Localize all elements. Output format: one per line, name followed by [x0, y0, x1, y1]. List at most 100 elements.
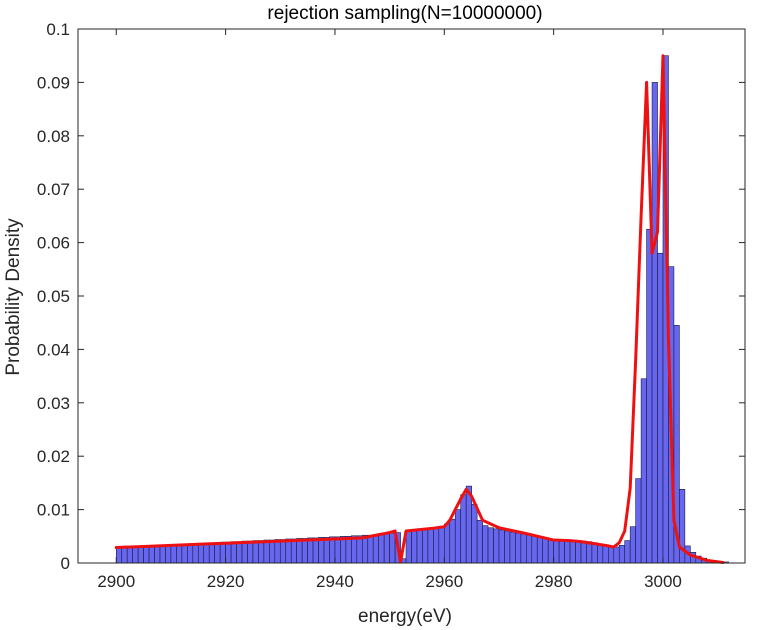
histogram-bar	[416, 529, 423, 564]
histogram-bar	[405, 530, 412, 564]
histogram-bar	[547, 538, 554, 564]
histogram-bar	[126, 546, 133, 564]
x-tick-label: 2980	[535, 572, 573, 591]
histogram-bar	[279, 539, 287, 564]
histogram-bar	[646, 228, 653, 564]
histogram-bar	[597, 543, 604, 564]
histogram-bar	[301, 538, 308, 564]
histogram-bar	[351, 535, 358, 564]
histogram-bar	[334, 536, 341, 564]
x-tick-label: 2900	[97, 572, 135, 591]
tick-labels: 2900 2920 2940 2960 2980 3000 0 0.01 0.02 0.03 0.0…	[37, 20, 682, 591]
histogram-bar	[389, 532, 396, 564]
histogram-bar	[586, 541, 593, 564]
histogram-bar	[553, 539, 560, 564]
histogram-bar	[192, 543, 199, 564]
histogram-bar	[252, 540, 259, 564]
axes	[77, 28, 746, 564]
histogram-bar	[498, 529, 505, 564]
chart-title: rejection sampling(N=10000000)	[267, 3, 542, 24]
histogram-bar	[154, 545, 161, 564]
histogram-bar	[640, 378, 647, 564]
histogram-bar	[290, 538, 297, 564]
histogram-bar	[378, 533, 385, 564]
histogram-bar	[460, 494, 467, 564]
histogram-bar	[471, 503, 478, 564]
histogram-bar	[329, 536, 336, 564]
histogram-bar	[618, 545, 626, 564]
y-tick-label: 0.09	[37, 73, 70, 92]
histogram-bar	[121, 546, 128, 564]
histogram-bar	[219, 541, 226, 564]
histogram-bar	[187, 543, 194, 564]
histogram-bar	[427, 528, 434, 564]
histogram-bar	[558, 539, 565, 564]
histogram-bar	[476, 519, 483, 564]
histogram-bar	[356, 535, 363, 564]
histogram-bar	[274, 539, 281, 564]
y-tick-label: 0.07	[37, 180, 70, 199]
histogram-bar	[148, 545, 155, 564]
histogram-bar	[318, 537, 325, 564]
histogram-bar	[487, 527, 494, 564]
histogram-bar	[438, 526, 445, 564]
histogram-bar	[236, 541, 243, 564]
histogram-bar	[624, 540, 631, 564]
histogram-bar	[137, 546, 144, 564]
y-axis-label: Probability Density	[3, 218, 24, 376]
histogram-bar	[307, 537, 314, 564]
histogram-bar	[345, 535, 352, 564]
histogram-bar	[520, 533, 527, 564]
histogram-bar	[143, 545, 150, 564]
histogram-bar	[230, 541, 237, 564]
y-tick-label: 0.06	[37, 234, 70, 253]
histogram-bar	[165, 544, 172, 564]
histogram-bar	[367, 534, 374, 564]
y-tick-label: 0	[61, 554, 70, 573]
histogram-bar	[203, 542, 210, 564]
density-curve-layer	[114, 54, 725, 564]
histogram-bar	[515, 532, 522, 564]
histogram-bar	[591, 542, 598, 564]
histogram-bar	[361, 534, 369, 564]
histogram-bar	[285, 538, 292, 564]
histogram-bar	[312, 537, 319, 564]
histogram-bar	[526, 534, 533, 564]
histogram-bar	[629, 526, 636, 564]
y-tick-label: 0.08	[37, 127, 70, 146]
histogram-bar	[296, 538, 303, 564]
x-tick-label: 2920	[207, 572, 245, 591]
histogram-bar	[197, 542, 205, 564]
y-tick-label: 0.1	[46, 20, 70, 39]
histogram-bar	[449, 518, 456, 564]
histogram-bar	[608, 545, 615, 564]
x-tick-label: 2940	[316, 572, 354, 591]
histogram-bar	[241, 540, 248, 564]
histogram-bar	[504, 530, 511, 564]
histogram-bar	[575, 540, 582, 564]
histogram-bar	[115, 547, 123, 564]
histogram-bar	[323, 537, 330, 564]
histogram-bar	[340, 535, 347, 564]
histogram-bar	[444, 523, 451, 564]
histogram-bar	[564, 539, 571, 564]
histogram-bar	[176, 544, 183, 564]
histogram-bar	[372, 534, 379, 564]
y-tick-label: 0.04	[37, 340, 70, 359]
x-tick-label: 3000	[644, 572, 682, 591]
histogram-bar	[651, 82, 658, 564]
histogram-bar	[170, 544, 177, 564]
histogram-bar	[269, 539, 276, 564]
histogram-bar	[602, 544, 609, 564]
x-axis-label: energy(eV)	[358, 606, 452, 627]
histogram-bar	[132, 546, 139, 564]
histogram-bar	[493, 528, 500, 564]
histogram-bar	[580, 540, 587, 564]
histogram-bar	[422, 529, 429, 564]
histogram-bar	[482, 525, 489, 564]
histogram-bar	[159, 545, 166, 564]
histogram-bar	[433, 527, 440, 564]
histogram-bar	[247, 540, 254, 564]
histogram-bar	[208, 542, 215, 564]
